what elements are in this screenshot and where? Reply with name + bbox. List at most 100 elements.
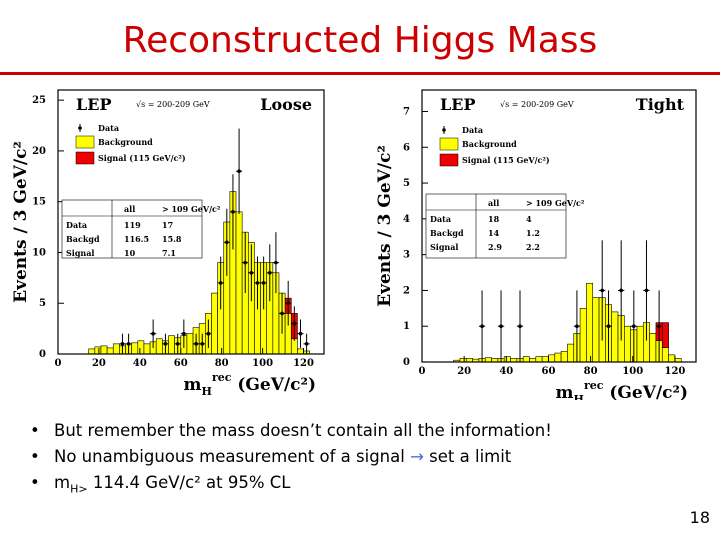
count-table-header: > 109 GeV/c² bbox=[162, 204, 221, 214]
background-bar bbox=[668, 354, 676, 363]
background-bar bbox=[579, 308, 587, 363]
background-bar bbox=[290, 338, 298, 355]
background-bar bbox=[548, 354, 556, 363]
data-point bbox=[267, 270, 272, 275]
y-tick-label: 1 bbox=[403, 321, 410, 332]
background-bar bbox=[94, 346, 102, 355]
background-bar bbox=[535, 356, 543, 363]
legend-label: Signal (115 GeV/c²) bbox=[462, 155, 550, 165]
y-tick-label: 7 bbox=[403, 106, 410, 117]
chart-title: LEP bbox=[76, 95, 111, 114]
background-bar bbox=[131, 342, 139, 355]
background-bar bbox=[661, 347, 669, 363]
legend-label: Data bbox=[98, 123, 119, 133]
background-bar bbox=[567, 343, 575, 363]
data-point bbox=[274, 260, 278, 265]
x-axis-label-sub: H bbox=[574, 393, 584, 400]
data-point bbox=[163, 342, 168, 346]
data-point bbox=[619, 288, 623, 293]
data-point bbox=[261, 281, 266, 285]
count-table-header: > 109 GeV/c² bbox=[526, 198, 585, 208]
energy-label: √s = 200-209 GeV bbox=[136, 100, 210, 109]
x-tick-label: 20 bbox=[457, 366, 471, 377]
count-table-cell: Signal bbox=[430, 242, 458, 252]
bullet-item: mH> 114.4 GeV/c² at 95% CL bbox=[28, 470, 688, 496]
chart-title: LEP bbox=[440, 95, 475, 114]
data-point bbox=[231, 210, 235, 214]
legend-label: Signal (115 GeV/c²) bbox=[98, 153, 186, 163]
legend-label: Background bbox=[462, 139, 517, 149]
x-axis-label: mHrec (GeV/c²) bbox=[184, 371, 316, 398]
y-axis-label: Events / 3 GeV/c² bbox=[375, 145, 395, 307]
x-tick-label: 120 bbox=[293, 358, 314, 369]
x-tick-label: 60 bbox=[542, 366, 556, 377]
data-point bbox=[194, 342, 198, 346]
tight-histogram: 0 20 40 60 80 100 120 0 1 2 3 4 5 6 7 LEP √s = 200-209 G… bbox=[375, 89, 697, 400]
data-point bbox=[480, 324, 484, 329]
x-axis-label-sup: rec bbox=[212, 371, 232, 384]
data-point bbox=[151, 331, 155, 336]
bullet-text: No unambiguous measurement of a signal bbox=[54, 447, 411, 466]
data-point bbox=[499, 324, 503, 329]
background-bar bbox=[560, 350, 568, 363]
data-point bbox=[126, 342, 131, 346]
count-table-cell: Data bbox=[430, 214, 451, 224]
bullet-item: But remember the mass doesn’t contain al… bbox=[28, 418, 688, 444]
background-bar bbox=[586, 282, 594, 363]
background-bar bbox=[636, 325, 644, 363]
legend-signal-swatch bbox=[439, 153, 459, 167]
x-axis-label-sub: H bbox=[202, 385, 212, 398]
y-tick-label: 0 bbox=[39, 349, 46, 360]
background-bar bbox=[624, 325, 631, 363]
data-point bbox=[120, 342, 125, 346]
y-tick-label: 5 bbox=[39, 298, 46, 309]
bullet-text: But remember the mass doesn’t contain al… bbox=[54, 421, 552, 440]
y-axis-label: Events / 3 GeV/c² bbox=[11, 141, 31, 303]
legend-background-swatch bbox=[439, 137, 459, 151]
title-underline bbox=[0, 72, 720, 75]
x-tick-label: 60 bbox=[174, 358, 188, 369]
background-bar bbox=[235, 211, 243, 355]
x-tick-label: 0 bbox=[55, 358, 62, 369]
data-point bbox=[255, 281, 260, 285]
background-bar bbox=[168, 335, 175, 355]
y-tick-label: 15 bbox=[32, 197, 46, 208]
legend-background-swatch bbox=[75, 135, 95, 149]
background-bar bbox=[484, 357, 492, 363]
background-bar bbox=[503, 356, 511, 363]
count-table-cell: 18 bbox=[488, 214, 500, 224]
data-point bbox=[575, 324, 579, 329]
y-tick-label: 4 bbox=[403, 214, 410, 225]
data-point bbox=[632, 324, 636, 329]
legend-label: Background bbox=[98, 137, 153, 147]
background-bar bbox=[592, 297, 600, 363]
count-table-cell: 15.8 bbox=[162, 234, 182, 244]
x-axis-label-main: m bbox=[184, 375, 202, 395]
data-point bbox=[225, 240, 229, 245]
count-table-cell: 7.1 bbox=[162, 248, 176, 258]
plot-frame bbox=[421, 89, 697, 363]
data-point bbox=[243, 260, 248, 265]
y-tick-label: 20 bbox=[32, 146, 46, 157]
background-bar bbox=[611, 311, 619, 363]
y-tick-label: 2 bbox=[403, 285, 410, 296]
data-point bbox=[286, 301, 290, 306]
x-tick-label: 100 bbox=[622, 366, 643, 377]
y-tick-label: 5 bbox=[403, 178, 410, 189]
y-tick-label: 6 bbox=[403, 142, 410, 153]
count-table-cell: 1.2 bbox=[526, 228, 540, 238]
plot-frame bbox=[57, 89, 325, 355]
x-tick-label: 40 bbox=[499, 366, 513, 377]
legend-label: Data bbox=[462, 125, 483, 135]
x-axis-label-sup: rec bbox=[584, 379, 604, 392]
x-tick-label: 40 bbox=[133, 358, 147, 369]
signal-bar bbox=[661, 322, 669, 348]
x-axis-label-units: (GeV/c²) bbox=[231, 375, 316, 395]
count-table-cell: 119 bbox=[124, 220, 141, 230]
page-number: 18 bbox=[689, 508, 710, 527]
count-table-cell: Data bbox=[66, 220, 87, 230]
background-bar bbox=[554, 352, 562, 363]
background-bar bbox=[112, 343, 120, 355]
loose-histogram: 0 20 40 60 80 100 120 0 5 10 15 20 25 LEP √s = 200-209… bbox=[11, 89, 325, 398]
background-bar bbox=[155, 338, 163, 355]
